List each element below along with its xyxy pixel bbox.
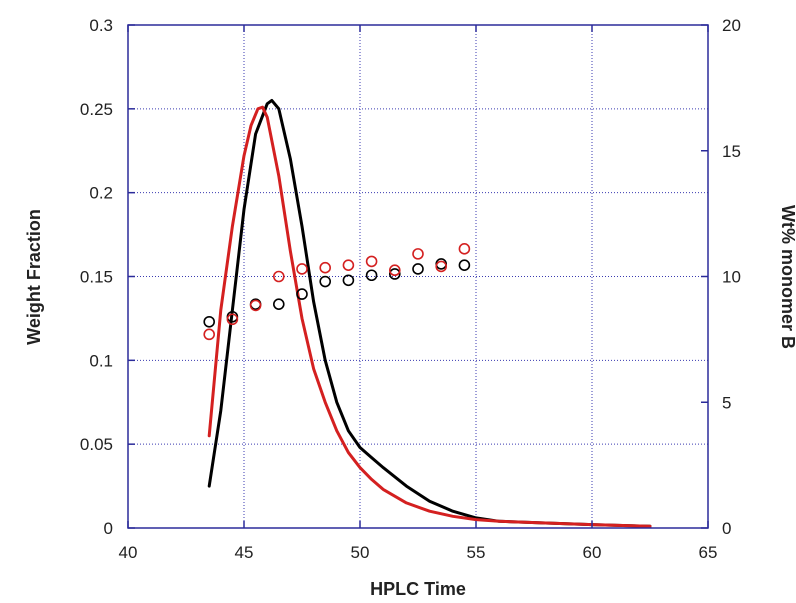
y-tick-label: 0.25	[80, 100, 113, 119]
series-3-point	[296, 263, 308, 275]
y2-axis-title: Wt% monomer B	[778, 205, 796, 349]
y2-tick-label: 20	[722, 16, 741, 35]
series-3-point	[203, 328, 215, 341]
y2-tick-label: 10	[722, 268, 741, 287]
x-tick-label: 45	[235, 543, 254, 562]
y2-tick-label: 15	[722, 142, 741, 161]
y-tick-label: 0.1	[89, 351, 113, 370]
x-axis-title: HPLC Time	[370, 579, 466, 599]
y-tick-label: 0.3	[89, 16, 113, 35]
y-tick-label: 0.15	[80, 268, 113, 287]
series-0-line	[207, 98, 652, 528]
series-layer	[203, 98, 652, 528]
x-tick-label: 40	[119, 543, 138, 562]
x-tick-label: 55	[467, 543, 486, 562]
series-3-point	[272, 270, 285, 283]
series-2-point	[272, 298, 285, 310]
y-tick-label: 0	[104, 519, 113, 538]
series-2-point	[388, 268, 401, 280]
series-3-point	[388, 264, 401, 277]
y2-tick-label: 5	[722, 393, 731, 412]
x-tick-label: 65	[699, 543, 718, 562]
x-tick-label: 50	[351, 543, 370, 562]
series-3-point	[249, 299, 262, 312]
series-2-point	[365, 269, 378, 282]
series-3-point	[365, 255, 378, 268]
tick-marks	[127, 24, 709, 529]
series-2-point	[203, 315, 215, 328]
tick-labels: 40 45 50 55 60 6500.050.10.150.20.250.3051015…	[80, 16, 741, 562]
x-tick-label: 60	[583, 543, 602, 562]
y-axis-title: Weight Fraction	[24, 209, 44, 345]
series-2-point	[319, 275, 332, 288]
series-3-point	[319, 261, 332, 274]
series-3-point	[435, 260, 448, 273]
series-2-point	[296, 288, 308, 300]
series-2-point	[342, 274, 355, 287]
series-3-point	[226, 313, 239, 326]
series-2-point	[412, 263, 424, 275]
series-2-point	[458, 259, 471, 271]
series-1-line	[207, 105, 652, 528]
y-tick-label: 0.2	[89, 184, 113, 203]
y-tick-label: 0.05	[80, 435, 113, 454]
y2-tick-label: 0	[722, 519, 731, 538]
series-3-point	[342, 259, 355, 271]
series-3-point	[458, 243, 471, 255]
series-3-point	[412, 248, 424, 260]
